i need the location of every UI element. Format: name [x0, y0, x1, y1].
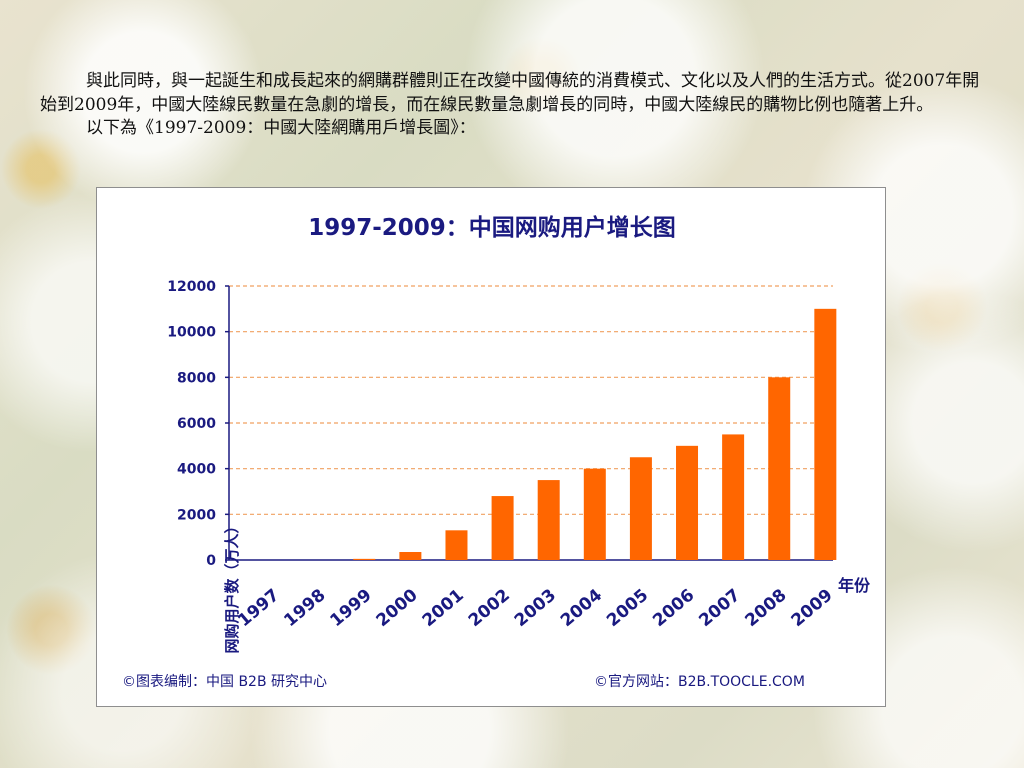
bar-2001	[445, 530, 468, 560]
x-tick-label: 1997	[234, 585, 283, 631]
chart-title: 1997-2009：中国网购用户增长图	[308, 215, 676, 241]
bar-2003	[537, 480, 560, 560]
intro-paragraph-2: 以下為《1997-2009：中國大陸網購用戶增長圖》：	[86, 118, 476, 138]
x-tick-label: 2004	[557, 585, 606, 631]
bar-2009	[814, 308, 837, 560]
bar-2000	[399, 552, 422, 560]
bar-1999	[353, 558, 376, 560]
intro-paragraph-1: 與此同時，與一起誕生和成長起來的網購群體則正在改變中國傳統的消費模式、文化以及人…	[40, 71, 980, 115]
x-tick-label: 2007	[695, 585, 744, 631]
chart-panel: 1997-2009：中国网购用户增长图 网购用户数（万人） 0 2000 4000 6…	[96, 187, 886, 707]
y-tick-label: 12000	[167, 279, 216, 295]
x-tick-label: 2003	[511, 585, 560, 631]
x-tick-label: 2009	[788, 585, 837, 631]
x-tick-label: 2002	[465, 585, 514, 631]
footer-website: ©官方网站：B2B.TOOCLE.COM	[594, 674, 805, 690]
x-tick-label: 2000	[373, 585, 422, 631]
bar-2008	[768, 377, 791, 560]
y-tick-label: 2000	[177, 507, 216, 523]
bar-chart: 0200040006000800010000120001997199819992…	[167, 279, 871, 631]
x-tick-label: 2005	[603, 585, 652, 631]
bar-2004	[583, 468, 606, 560]
x-tick-label: 1999	[326, 585, 375, 631]
footer-source: ©图表编制：中国 B2B 研究中心	[122, 674, 328, 690]
y-tick-label: 0	[206, 553, 216, 569]
bar-2007	[722, 434, 745, 560]
x-axis-label: 年份	[838, 576, 871, 595]
y-tick-label: 4000	[177, 462, 216, 478]
y-tick-label: 6000	[177, 416, 216, 432]
x-tick-label: 2008	[741, 585, 790, 631]
x-tick-label: 2001	[419, 585, 468, 631]
x-tick-label: 2006	[649, 585, 698, 631]
bar-2005	[629, 457, 652, 560]
x-tick-label: 1998	[280, 585, 329, 631]
y-tick-label: 10000	[167, 325, 216, 341]
bar-2002	[491, 496, 514, 560]
y-tick-label: 8000	[177, 370, 216, 386]
bar-2006	[676, 445, 699, 560]
intro-text: 與此同時，與一起誕生和成長起來的網購群體則正在改變中國傳統的消費模式、文化以及人…	[40, 70, 990, 141]
